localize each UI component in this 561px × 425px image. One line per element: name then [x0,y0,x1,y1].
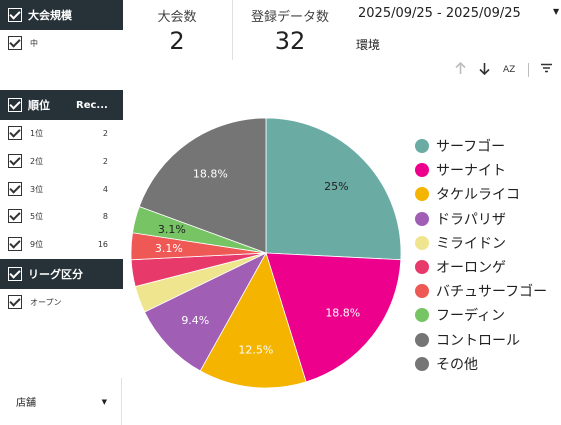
legend-swatch [415,187,429,202]
date-range-picker[interactable]: 2025/09/25 - 2025/09/25 [358,6,521,21]
metric-value: 32 [274,27,306,55]
filter-item-label: 9位 [30,239,44,249]
pie-slice[interactable] [199,251,307,389]
checkbox-icon[interactable] [8,154,22,168]
filter-size-title: 大会規模 [28,9,72,22]
legend-swatch [415,235,429,250]
sort-az-label: AZ [503,65,516,75]
legend-label: その他 [436,356,478,373]
legend-swatch [415,356,429,371]
pie-slice-label: 3.1% [155,242,183,255]
toolbar-divider [528,63,529,77]
filter-item-count: 4 [102,184,108,194]
pie-slice-label: 12.5% [238,344,273,357]
filter-size-header[interactable]: 大会規模 [0,0,123,30]
legend-item[interactable]: ドラパリザ [415,207,547,231]
filter-rank-header[interactable]: 順位 Rec... [0,90,123,120]
arrow-down-icon[interactable] [479,62,490,79]
legend-item[interactable]: サーナイト [415,158,547,182]
pie-slice-label: 9.4% [181,314,209,327]
filter-rank-item[interactable]: 9位 16 [0,235,108,253]
filter-panel: 大会規模 中 順位 Rec... 1位 2 2位 2 3位 4 5位 8 9位 … [0,0,123,425]
pie-slice[interactable] [138,117,267,254]
legend-label: フーディン [436,308,506,325]
legend-label: コントロール [436,332,520,349]
filter-item-label: 1位 [30,128,44,138]
pie-slice-label: 18.8% [325,307,360,320]
legend-swatch [415,332,429,347]
legend-label: タケルライコ [436,187,520,204]
pie-slice[interactable] [265,252,402,383]
dropdown-caret-icon[interactable]: ▼ [553,7,560,16]
store-dropdown[interactable]: 店舗 ▼ [0,378,122,425]
metric-value: 2 [169,27,185,55]
filter-rank-item[interactable]: 2位 2 [0,152,108,170]
checkbox-icon[interactable] [8,126,22,140]
filter-item-label: 2位 [30,156,44,166]
filter-item-count: 8 [102,211,108,221]
legend-swatch [415,163,429,178]
legend-item[interactable]: その他 [415,352,547,376]
chart-legend: サーフゴーサーナイトタケルライコ ドラパリザミライドンオーロンゲバチュサーフゴーフ… [415,134,547,376]
store-dropdown-label: 店舗 [16,398,36,409]
legend-label: ドラパリザ [436,211,506,228]
pie-slice[interactable] [265,117,402,261]
metric-label: 登録データ数 [250,10,329,25]
filter-rank-title: 順位 [28,99,50,112]
filter-rank-item[interactable]: 3位 4 [0,180,108,198]
legend-label: オーロンゲ [436,260,506,277]
checkbox-icon[interactable] [8,267,22,281]
legend-label: バチュサーフゴー [436,284,548,301]
legend-item[interactable]: フーディン [415,303,547,327]
filter-lines-icon[interactable] [540,62,553,77]
dropdown-caret-icon[interactable]: ▼ [101,397,107,406]
record-count-scorecard: 登録データ数 32 [232,0,347,60]
filter-item-count: 16 [97,239,108,249]
pie-slice-label: 3.1% [158,223,186,236]
legend-item[interactable]: コントロール [415,328,547,352]
legend-swatch [415,211,429,226]
filter-item-label: オープン [30,297,62,307]
filter-league-item[interactable]: オープン [0,293,100,311]
checkbox-icon[interactable] [8,209,22,223]
legend-label: ミライドン [436,235,506,252]
filter-rank-item[interactable]: 1位 2 [0,124,108,142]
record-count-column-header[interactable]: Rec... [76,99,108,111]
sort-az-icon[interactable]: AZ [503,65,515,75]
legend-swatch [415,284,429,299]
checkbox-icon[interactable] [8,36,22,50]
filter-item-count: 2 [102,128,108,138]
legend-item[interactable]: タケルライコ [415,182,547,206]
filter-item-label: 5位 [30,211,44,221]
legend-swatch [415,260,429,275]
pie-slice-label: 25% [324,180,348,193]
checkbox-icon[interactable] [8,237,22,251]
metric-label: 大会数 [157,10,197,25]
filter-rank-item[interactable]: 5位 8 [0,207,108,225]
tournament-count-scorecard: 大会数 2 [123,0,231,60]
legend-label: サーナイト [436,163,506,180]
checkbox-icon[interactable] [8,8,22,22]
filter-league-title: リーグ区分 [28,268,83,281]
checkbox-icon[interactable] [8,98,22,112]
pie-slice-label: 18.8% [193,167,228,180]
legend-item[interactable]: オーロンゲ [415,255,547,279]
filter-item-label: 3位 [30,184,44,194]
filter-league-header[interactable]: リーグ区分 [0,259,123,289]
checkbox-icon[interactable] [8,182,22,196]
checkbox-icon[interactable] [8,295,22,309]
filter-item-count: 2 [102,156,108,166]
environment-label: 環境 [356,38,381,52]
legend-item[interactable]: ミライドン [415,231,547,255]
filter-size-item[interactable]: 中 [0,34,100,52]
legend-item[interactable]: サーフゴー [415,134,547,158]
pie-chart: 25% 18.8% 12.5% 9.4% 3.1% 3.1% 18.8% [130,117,402,389]
legend-label: サーフゴー [436,139,506,156]
arrow-up-icon[interactable] [455,61,466,79]
filter-item-label: 中 [30,38,38,48]
legend-swatch [415,308,429,323]
pie-slice[interactable] [144,252,267,372]
legend-swatch [415,139,429,154]
legend-item[interactable]: バチュサーフゴー [415,279,547,303]
